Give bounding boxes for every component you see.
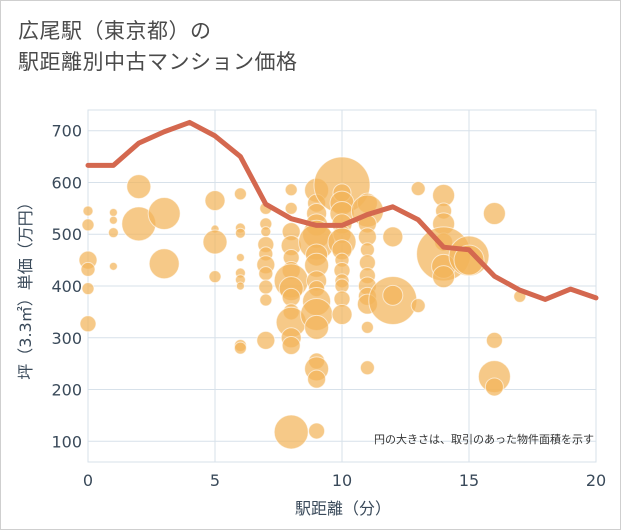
- chart-title: 広尾駅（東京都）の 駅距離別中古マンション価格: [18, 16, 298, 78]
- bubble-point: [410, 181, 426, 197]
- x-axis-title: 駅距離（分）: [295, 499, 391, 518]
- bubble-point: [331, 303, 353, 325]
- bubble-point: [284, 183, 298, 197]
- title-line-2: 駅距離別中古マンション価格: [18, 50, 298, 74]
- tick-labels: 0 5 10 15 20 100 200 300 400 500 600 700: [51, 122, 606, 490]
- bubble-point: [204, 190, 226, 212]
- bubble-point: [482, 202, 506, 226]
- y-tick-label: 400: [51, 277, 82, 296]
- bubble-point: [82, 205, 94, 217]
- bubble-point: [360, 320, 374, 334]
- bubble-point: [233, 341, 247, 355]
- bubble-point: [108, 207, 118, 217]
- average-line-layer: [85, 119, 599, 302]
- bubble-point: [281, 336, 301, 356]
- bubble-point: [258, 279, 274, 295]
- bubble-point: [410, 298, 426, 314]
- bubble-point: [108, 261, 118, 271]
- bubble-point: [284, 201, 298, 215]
- x-tick-label: 20: [586, 471, 606, 490]
- bubble-point: [80, 261, 96, 277]
- bubble-point: [108, 215, 118, 225]
- bubble-point: [235, 253, 245, 263]
- bubble-point: [81, 282, 95, 296]
- title-line-1: 広尾駅（東京都）の: [18, 19, 212, 43]
- y-tick-label: 500: [51, 225, 82, 244]
- bubble-layer: [78, 156, 527, 450]
- y-tick-label: 100: [51, 432, 82, 451]
- bubble-point: [208, 270, 222, 284]
- bubble-point: [260, 226, 272, 238]
- size-annotation: 円の大きさは、取引のあった物件面積を示す: [374, 432, 594, 446]
- bubble-point: [256, 330, 276, 350]
- bubble-point: [79, 315, 97, 333]
- bubble-point: [81, 218, 95, 232]
- bubble-point: [147, 197, 181, 231]
- bubble-point: [107, 227, 119, 239]
- y-tick-label: 600: [51, 173, 82, 192]
- bubble-point: [148, 248, 180, 280]
- y-tick-label: 300: [51, 329, 82, 348]
- y-tick-label: 700: [51, 122, 82, 141]
- average-price-line: [85, 119, 599, 302]
- bubble-point: [258, 266, 274, 282]
- bubble-point: [453, 244, 485, 276]
- y-tick-label: 200: [51, 381, 82, 400]
- bubble-point: [308, 422, 326, 440]
- bubble-point: [233, 187, 247, 201]
- bubble-point: [382, 226, 404, 248]
- bubble-point: [304, 314, 330, 340]
- x-tick-label: 5: [210, 471, 220, 490]
- x-tick-label: 15: [459, 471, 479, 490]
- bubble-point: [382, 284, 404, 306]
- bubble-point: [359, 360, 375, 376]
- x-tick-label: 10: [332, 471, 352, 490]
- bubble-point: [234, 227, 246, 239]
- bubble-point: [432, 265, 456, 289]
- bubble-point: [307, 369, 327, 389]
- bubble-point: [259, 293, 273, 307]
- y-axis-title: 坪（3.3㎡）単価（万円）: [16, 194, 35, 379]
- bubble-point: [235, 281, 245, 291]
- bubble-point: [484, 377, 504, 397]
- x-tick-label: 0: [83, 471, 93, 490]
- bubble-point: [202, 229, 228, 255]
- bubble-point: [273, 414, 309, 450]
- bubble-point: [485, 331, 503, 349]
- bubble-point: [126, 174, 152, 200]
